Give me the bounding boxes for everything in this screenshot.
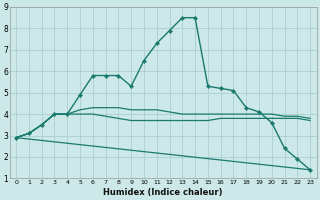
X-axis label: Humidex (Indice chaleur): Humidex (Indice chaleur): [103, 188, 223, 197]
